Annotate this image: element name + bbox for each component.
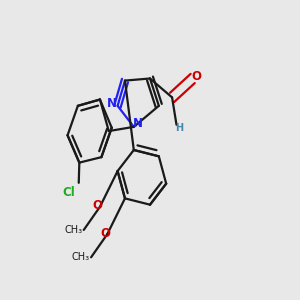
Text: N: N [133,117,143,130]
Text: O: O [93,200,103,212]
Text: H: H [175,123,183,133]
Text: O: O [191,70,201,83]
Text: N: N [107,97,117,110]
Text: CH₃: CH₃ [71,252,90,262]
Text: CH₃: CH₃ [64,225,82,235]
Text: Cl: Cl [63,186,75,199]
Text: O: O [100,227,110,240]
